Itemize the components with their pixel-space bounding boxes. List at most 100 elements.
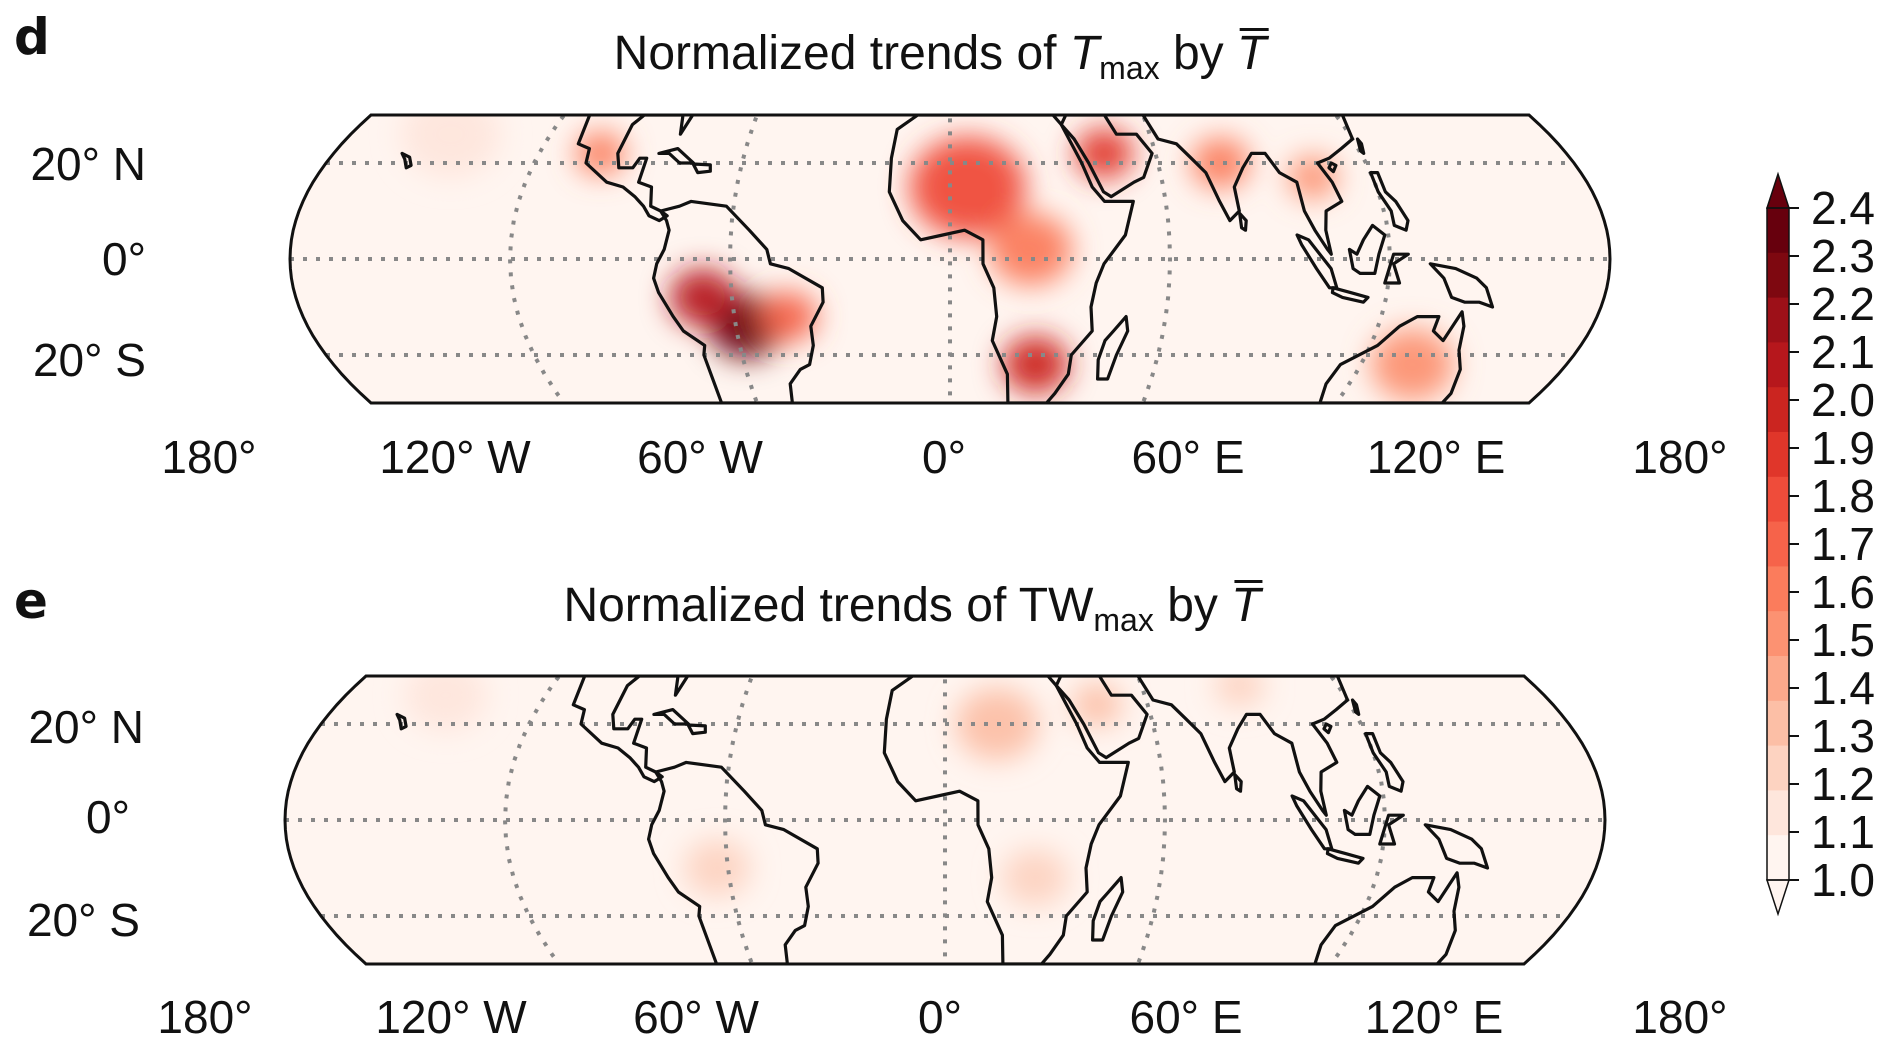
colorbar-segment (1767, 611, 1789, 657)
coastline-sri-lanka (1238, 211, 1248, 232)
lon-label-60w: 60° W (633, 991, 759, 1043)
coastline-new-guinea (1428, 262, 1495, 309)
colorbar-segment (1767, 566, 1789, 612)
coastline-sulawesi (1383, 252, 1410, 285)
lon-label-60w: 60° W (637, 431, 763, 483)
gridline-lon (1132, 676, 1168, 964)
colorbar-segment (1767, 297, 1789, 343)
lon-label-60e: 60° E (1131, 431, 1245, 483)
lon-label-0: 0° (918, 991, 962, 1043)
coastline-sri-lanka (1233, 772, 1243, 793)
coastline-madagascar (1096, 315, 1130, 381)
coastline-south-america (647, 760, 820, 964)
lat-label-20s: 20° S (26, 894, 140, 946)
hotspot-central-africa (989, 213, 1072, 286)
colorbar-segment (1767, 700, 1789, 747)
hotspot-northern-australia (1370, 328, 1454, 401)
colorbar-extend-max (1765, 171, 1791, 209)
hotspot-eastern-brazil (759, 291, 818, 342)
gridline-lon (507, 115, 574, 403)
lat-label-20s: 20° S (32, 334, 146, 386)
map-frame (288, 113, 1612, 405)
coastline-india (1141, 115, 1355, 256)
coastline-philippines (1369, 171, 1410, 232)
coastline-africa (887, 115, 1135, 403)
hotspot-amazon-west (669, 268, 736, 327)
colorbar-tick-label: 1.6 (1811, 566, 1875, 618)
colorbar-tick-label: 1.9 (1811, 422, 1875, 474)
coastline-africa (882, 676, 1130, 964)
colorbar-segment (1767, 835, 1789, 881)
coastline-philippines (1364, 732, 1405, 793)
colorbar-segment (1767, 342, 1789, 388)
colorbar-tick-label: 2.3 (1811, 230, 1875, 282)
colorbar-tick-label: 1.5 (1811, 614, 1875, 666)
colorbar-extend-min (1765, 879, 1791, 917)
lat-label-0: 0° (86, 791, 130, 843)
hotspot-southern-africa (1002, 335, 1069, 394)
panel-title-e: Normalized trends of TWmax by T (563, 579, 1263, 638)
colorbar-tick-label: 2.0 (1811, 374, 1875, 426)
panel-letter-e: e (14, 572, 48, 630)
colorbar-tick-label: 1.0 (1811, 854, 1875, 906)
coastline-australia (1318, 310, 1466, 403)
colorbar (1765, 171, 1799, 917)
coastline-taiwan (1350, 698, 1361, 716)
coastline-cuba (652, 708, 691, 726)
colorbar-tick-label: 1.7 (1811, 518, 1875, 570)
coastline-hawaii (400, 151, 413, 170)
coastline-new-guinea (1423, 823, 1490, 870)
lon-label-120e: 120° E (1364, 991, 1504, 1043)
coastline-arabia (1059, 115, 1154, 199)
panel-title-d: Normalized trends of Tmax by T (613, 27, 1269, 86)
coastline-south-america (652, 199, 825, 403)
map-frame (283, 674, 1607, 966)
lon-label-60e: 60° E (1129, 991, 1243, 1043)
hotspot-east-pacific-n- (401, 115, 501, 178)
coastlines (400, 115, 1495, 403)
coastline-hispaniola (686, 723, 707, 736)
gridline-lon (1137, 115, 1173, 403)
lon-label-180w: 180° (157, 991, 253, 1043)
lon-label-120e: 120° E (1366, 431, 1506, 483)
map-panel-d (288, 113, 1612, 405)
coastline-australia (1313, 871, 1461, 964)
coastline-central-america (571, 676, 690, 784)
lat-label-20n: 20° N (28, 701, 144, 753)
colorbar-segment (1767, 521, 1789, 567)
lon-label-180e: 180° (1632, 991, 1728, 1043)
lon-label-120w: 120° W (375, 991, 527, 1043)
hotspot-indochina (1288, 155, 1338, 199)
graticule (290, 115, 1610, 403)
coastline-cuba (657, 147, 696, 165)
colorbar-segment (1767, 745, 1789, 791)
coastline-borneo (1342, 784, 1382, 836)
colorbar-segment (1767, 432, 1789, 478)
lon-label-180w: 180° (161, 431, 257, 483)
coastlines (395, 676, 1490, 964)
lat-label-0: 0° (102, 233, 146, 285)
coastline-hainan (1327, 161, 1338, 174)
map-panel-e (283, 674, 1607, 966)
gridline-lon (722, 676, 758, 964)
hotspot-east-pacific-n- (404, 676, 488, 732)
hotspot-southern-africa (1001, 848, 1068, 907)
coastline-india (1136, 676, 1350, 817)
colorbar-segment (1767, 790, 1789, 836)
lon-label-0: 0° (922, 431, 966, 483)
coastline-taiwan (1355, 137, 1366, 155)
colorbar-tick-label: 1.3 (1811, 710, 1875, 762)
trend-field (401, 115, 1454, 401)
gridline-lon (502, 676, 569, 964)
colorbar-tick-label: 1.2 (1811, 758, 1875, 810)
colorbar-tick-label: 1.4 (1811, 662, 1875, 714)
graticule (285, 676, 1605, 964)
colorbar-tick-label: 1.8 (1811, 470, 1875, 522)
lon-label-120w: 120° W (379, 431, 531, 483)
colorbar-tick-label: 2.1 (1811, 326, 1875, 378)
gridline-lon (727, 115, 763, 403)
hotspot-central-asia (1214, 676, 1265, 708)
coastline-arabia (1054, 676, 1149, 760)
colorbar-segment (1767, 387, 1789, 433)
